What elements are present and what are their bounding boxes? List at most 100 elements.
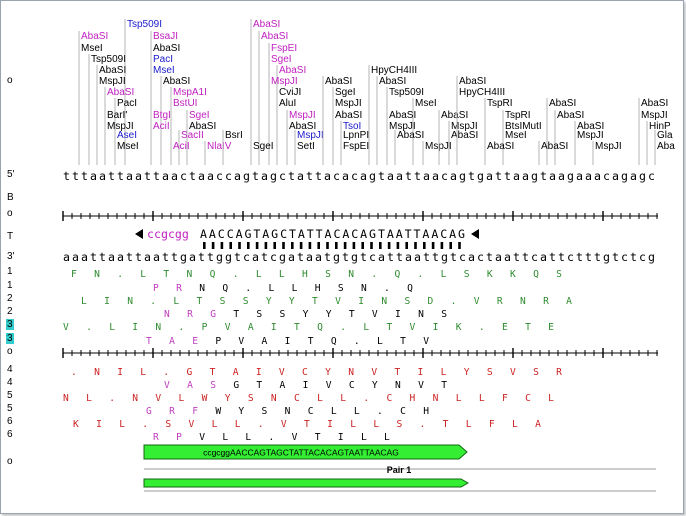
enzyme-label[interactable]: MseI <box>153 65 175 76</box>
primer-hash <box>229 242 232 249</box>
enzyme-label[interactable]: BsaJI <box>153 31 178 42</box>
enzyme-label[interactable]: TspRI <box>505 110 531 121</box>
enzyme-label[interactable]: Tsp509I <box>91 54 126 65</box>
enzyme-label[interactable]: HpyCH4III <box>459 87 505 98</box>
enzyme-label[interactable]: AbaSI <box>81 31 108 42</box>
enzyme-label[interactable]: AbaSI <box>397 130 424 141</box>
enzyme-label[interactable]: AbaSI <box>541 141 568 152</box>
enzyme-label[interactable]: AbaSI <box>451 130 478 141</box>
enzyme-label[interactable]: AbaSI <box>261 31 288 42</box>
enzyme-label[interactable]: MspJI <box>425 141 452 152</box>
enzyme-label[interactable]: AluI <box>279 98 296 109</box>
enzyme-label[interactable]: AbaSI <box>99 65 126 76</box>
row-label-f3: 3 <box>6 319 14 330</box>
primer-hash <box>440 242 444 249</box>
enzyme-label[interactable]: Aba <box>657 141 675 152</box>
enzyme-label[interactable]: AbaSI <box>335 110 362 121</box>
enzyme-label[interactable]: Gla <box>657 130 673 141</box>
enzyme-label[interactable]: SgeI <box>271 54 292 65</box>
enzyme-label[interactable]: MspJI <box>335 98 362 109</box>
enzyme-label[interactable]: SgeI <box>253 141 274 152</box>
primer-annotation[interactable]: ccgcgg AACCAGTAGCTATTACACAGTAATTAACAG <box>135 227 479 249</box>
enzyme-label[interactable]: AbaSI <box>557 110 584 121</box>
enzyme-label[interactable]: SgeI <box>335 87 356 98</box>
enzyme-label[interactable]: MspJI <box>297 130 324 141</box>
enzyme-label[interactable]: MspJI <box>107 121 134 132</box>
enzyme-label[interactable]: Tsp509I <box>127 19 162 30</box>
enzyme-label[interactable]: SetI <box>297 141 315 152</box>
enzyme-label[interactable]: PacI <box>153 54 173 65</box>
enzyme-label[interactable]: PacI <box>117 98 137 109</box>
enzyme-label[interactable]: MspJI <box>641 110 668 121</box>
orf-residues: N Q . L L H S N . Q <box>199 283 413 294</box>
orf-residues: G T A I V C Y N V T <box>233 380 447 391</box>
enzyme-label[interactable]: MseI <box>81 43 103 54</box>
enzyme-label[interactable]: AbaSI <box>279 65 306 76</box>
primer-hash <box>431 242 435 249</box>
enzyme-label[interactable]: AbaSI <box>459 76 486 87</box>
primer-pair[interactable]: Pair 1 <box>143 465 656 492</box>
enzyme-label[interactable]: AbaSI <box>325 76 352 87</box>
primer-hash <box>317 242 320 249</box>
enzyme-label[interactable]: AbaSI <box>389 110 416 121</box>
enzyme-label[interactable]: AbaSI <box>107 87 134 98</box>
enzyme-label[interactable]: AbaSI <box>379 76 406 87</box>
enzyme-label[interactable]: NlaIV <box>207 141 232 152</box>
enzyme-label[interactable]: BtgI <box>153 110 171 121</box>
enzyme-label[interactable]: AbaSI <box>641 98 668 109</box>
enzyme-label[interactable]: FspEI <box>343 141 369 152</box>
enzyme-label[interactable]: FspEI <box>271 43 297 54</box>
enzyme-label[interactable]: MspJI <box>595 141 622 152</box>
enzyme-label[interactable]: BstUI <box>173 98 197 109</box>
bottom-strand-sequence: aaattaattaattgattggtcatcgataatgtgtcattaa… <box>63 250 655 264</box>
enzyme-label[interactable]: AbaSI <box>163 76 190 87</box>
enzyme-label[interactable]: MspJI <box>389 121 416 132</box>
enzyme-label[interactable]: AciI <box>153 121 170 132</box>
enzyme-label[interactable]: AbaSI <box>289 121 316 132</box>
feature-arrow[interactable] <box>143 444 468 460</box>
enzyme-label[interactable]: MspA1I <box>173 87 207 98</box>
enzyme-label[interactable]: Tsp509I <box>389 87 424 98</box>
enzyme-label[interactable]: MseI <box>415 98 437 109</box>
enzyme-label[interactable]: MseI <box>505 130 527 141</box>
enzyme-label[interactable]: AbaSI <box>487 141 514 152</box>
row-label-f1b: 1 <box>7 280 13 291</box>
enzyme-label[interactable]: AbaSI <box>577 121 604 132</box>
enzyme-label[interactable]: MseI <box>117 141 139 152</box>
enzyme-label[interactable]: HpyCH4III <box>371 65 417 76</box>
enzyme-label[interactable]: SacII <box>181 130 204 141</box>
enzyme-label[interactable]: BsrI <box>225 130 243 141</box>
enzyme-label[interactable]: LpnPI <box>343 130 369 141</box>
enzyme-label[interactable]: MspJI <box>99 76 126 87</box>
enzyme-label[interactable]: AseI <box>117 130 137 141</box>
translation-row: . N I L . G T A I V C Y N V T I L Y S V … <box>71 367 562 378</box>
enzyme-label[interactable]: MspJI <box>289 110 316 121</box>
enzyme-label[interactable]: AbaSI <box>253 19 280 30</box>
primer-hash <box>203 242 206 249</box>
primer-hash <box>458 242 461 249</box>
primer-hash <box>299 242 303 249</box>
orf-residues: W Y S N C L L . C H <box>215 406 429 417</box>
pair-arrow[interactable] <box>143 478 470 488</box>
row-label-r6b: 6 <box>7 429 13 440</box>
enzyme-label[interactable]: AciI <box>173 141 190 152</box>
primer-hash <box>370 242 373 249</box>
enzyme-label[interactable]: AbaSI <box>153 43 180 54</box>
enzyme-label[interactable]: TspRI <box>487 98 513 109</box>
enzyme-label[interactable]: MspJI <box>451 121 478 132</box>
enzyme-label[interactable]: TsoI <box>343 121 361 132</box>
enzyme-label[interactable]: BarI' <box>107 110 127 121</box>
enzyme-label[interactable]: MspJI <box>577 130 604 141</box>
enzyme-label[interactable]: MspJI <box>271 76 298 87</box>
primer-binding-sequence: AACCAGTAGCTATTACACAGTAATTAACAG <box>200 227 465 241</box>
enzyme-label[interactable]: AbaSI <box>441 110 468 121</box>
enzyme-label[interactable]: CviJI <box>279 87 301 98</box>
enzyme-label[interactable]: SgeI <box>189 110 210 121</box>
enzyme-label[interactable]: AbaSI <box>549 98 576 109</box>
feature-annotation[interactable]: ccgcggAACCAGTAGCTATTACACAGTAATTAACAG <box>143 444 468 460</box>
enzyme-label[interactable]: BtsIMutI <box>505 121 542 132</box>
enzyme-label[interactable]: HinP <box>649 121 671 132</box>
enzyme-label[interactable]: AbaSI <box>189 121 216 132</box>
